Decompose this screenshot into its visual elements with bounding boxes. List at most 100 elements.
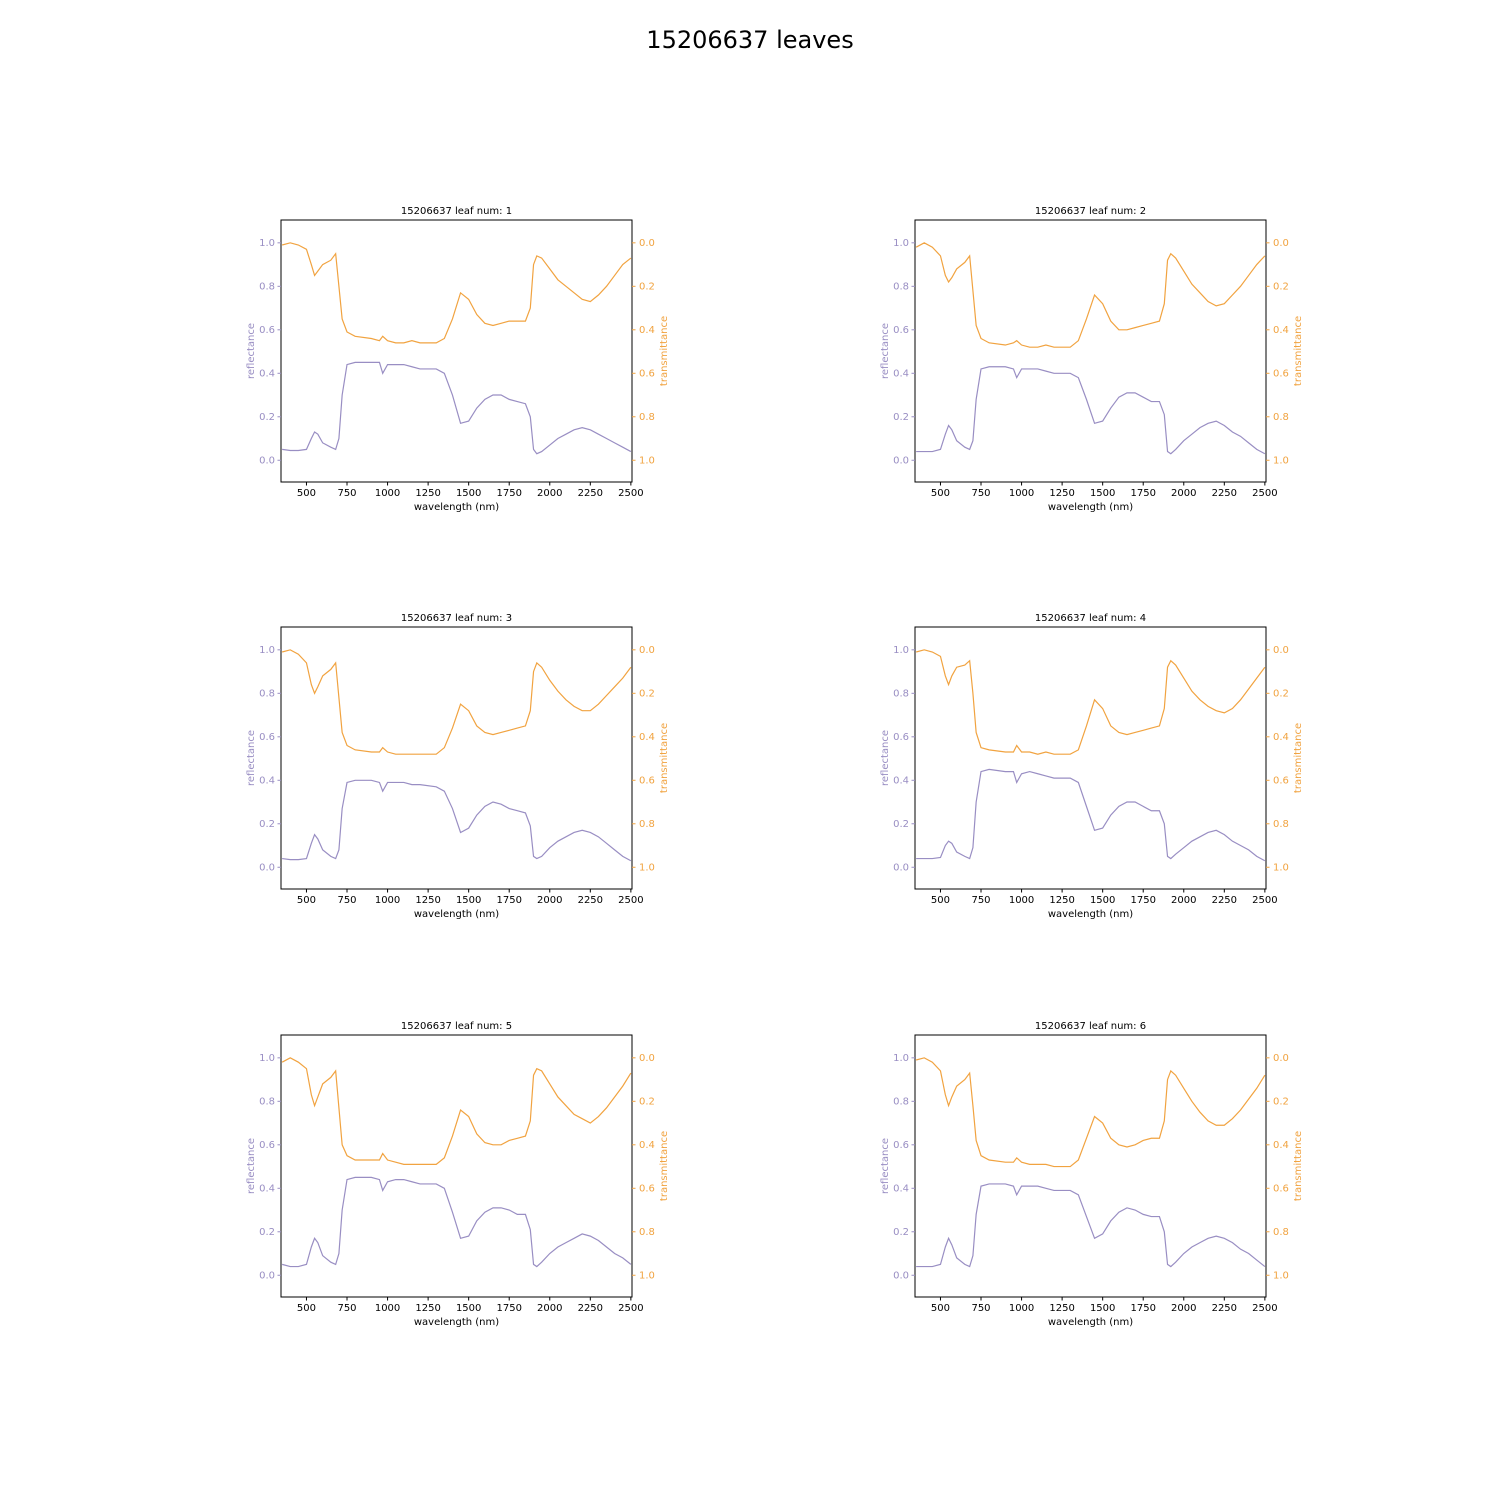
x-tick-label: 1500 xyxy=(1090,488,1115,499)
y2-tick-label: 0.8 xyxy=(639,412,655,423)
data-line xyxy=(281,242,632,344)
x-tick-label: 2000 xyxy=(1171,895,1196,906)
y2-tick-label: 0.6 xyxy=(1273,368,1289,379)
x-tick-label: 1750 xyxy=(1130,1303,1155,1314)
y2-tick-label: 0.8 xyxy=(1273,412,1289,423)
x-tick-label: 1750 xyxy=(1130,488,1155,499)
data-line xyxy=(281,649,632,755)
axes-frame xyxy=(914,626,1267,890)
x-tick-label: 2250 xyxy=(1212,895,1237,906)
axes-frame xyxy=(280,219,633,483)
y2-tick-label: 0.6 xyxy=(639,775,655,786)
y2-tick-label: 1.0 xyxy=(1273,455,1289,466)
x-tick-label: 1500 xyxy=(456,1303,481,1314)
x-tick-label: 1000 xyxy=(1009,1303,1034,1314)
y2-tick-label: 0.8 xyxy=(639,819,655,830)
y2-tick-label: 0.6 xyxy=(639,1183,655,1194)
y-tick-label: 0.6 xyxy=(893,732,909,743)
x-tick-label: 1000 xyxy=(1009,895,1034,906)
y2-tick-label: 0.6 xyxy=(1273,1183,1289,1194)
y2-tick-label: 0.2 xyxy=(1273,1096,1289,1107)
y2-axis-label: transmittance xyxy=(1293,1131,1304,1201)
x-tick-label: 1250 xyxy=(415,488,440,499)
y2-tick-label: 0.4 xyxy=(1273,1140,1289,1151)
y2-tick-label: 1.0 xyxy=(1273,1270,1289,1281)
x-tick-label: 1750 xyxy=(1130,895,1155,906)
y2-tick-label: 0.0 xyxy=(1273,238,1289,249)
x-tick-label: 2250 xyxy=(578,488,603,499)
x-tick-label: 2000 xyxy=(537,488,562,499)
subplot-title: 15206637 leaf num: 4 xyxy=(1035,613,1146,624)
x-tick-label: 1500 xyxy=(456,895,481,906)
figure-title: 15206637 leaves xyxy=(646,26,853,54)
subplot: 15206637 leaf num: 6 500 750 1000 1250 1500 17… xyxy=(880,1021,1304,1328)
y2-tick-label: 0.0 xyxy=(639,645,655,656)
y2-tick-label: 0.2 xyxy=(639,281,655,292)
x-tick-label: 750 xyxy=(337,895,356,906)
x-tick-label: 2000 xyxy=(1171,1303,1196,1314)
y-tick-label: 1.0 xyxy=(893,645,909,656)
y-tick-label: 0.4 xyxy=(893,1183,909,1194)
y-axis-label: reflectance xyxy=(246,323,257,379)
y-tick-label: 0.2 xyxy=(259,412,275,423)
y2-axis-label: transmittance xyxy=(1293,316,1304,386)
x-tick-label: 750 xyxy=(971,1303,990,1314)
x-tick-label: 1500 xyxy=(1090,895,1115,906)
y2-tick-label: 0.2 xyxy=(1273,688,1289,699)
x-axis-label: wavelength (nm) xyxy=(1048,909,1133,920)
y-tick-label: 0.4 xyxy=(259,368,275,379)
x-tick-label: 1750 xyxy=(496,895,521,906)
x-tick-label: 750 xyxy=(971,895,990,906)
data-line xyxy=(281,1057,632,1165)
x-tick-label: 750 xyxy=(971,488,990,499)
plot-area xyxy=(281,1057,632,1268)
y-tick-label: 0.4 xyxy=(893,775,909,786)
data-line xyxy=(915,1057,1266,1168)
y2-tick-label: 0.8 xyxy=(639,1227,655,1238)
axes-frame xyxy=(914,1034,1267,1298)
y-tick-label: 0.8 xyxy=(259,688,275,699)
subplot-title: 15206637 leaf num: 5 xyxy=(401,1021,512,1032)
subplot-title: 15206637 leaf num: 1 xyxy=(401,206,512,217)
y-tick-label: 0.2 xyxy=(259,1227,275,1238)
y-tick-label: 0.4 xyxy=(259,1183,275,1194)
y-tick-label: 0.4 xyxy=(893,368,909,379)
y-tick-label: 0.6 xyxy=(259,325,275,336)
x-tick-label: 2000 xyxy=(537,895,562,906)
y2-tick-label: 1.0 xyxy=(639,1270,655,1281)
x-tick-label: 750 xyxy=(337,1303,356,1314)
y-tick-label: 1.0 xyxy=(893,238,909,249)
x-tick-label: 1000 xyxy=(1009,488,1034,499)
x-axis-label: wavelength (nm) xyxy=(414,909,499,920)
x-tick-label: 1000 xyxy=(375,488,400,499)
y-tick-label: 0.0 xyxy=(259,1270,275,1281)
x-tick-label: 2500 xyxy=(1252,895,1277,906)
plot-area xyxy=(915,1057,1266,1268)
x-tick-label: 2500 xyxy=(1252,488,1277,499)
y2-axis-label: transmittance xyxy=(659,1131,670,1201)
y2-tick-label: 0.4 xyxy=(1273,325,1289,336)
x-tick-label: 1750 xyxy=(496,488,521,499)
x-tick-label: 1250 xyxy=(1049,1303,1074,1314)
plot-area xyxy=(915,242,1266,455)
x-tick-label: 1000 xyxy=(375,895,400,906)
y2-axis-label: transmittance xyxy=(659,723,670,793)
y-tick-label: 0.2 xyxy=(893,819,909,830)
subplot-title: 15206637 leaf num: 6 xyxy=(1035,1021,1146,1032)
axes-frame xyxy=(280,1034,633,1298)
y-tick-label: 0.0 xyxy=(893,862,909,873)
y-tick-label: 1.0 xyxy=(259,238,275,249)
data-line xyxy=(916,1183,1266,1268)
x-tick-label: 1750 xyxy=(496,1303,521,1314)
data-line xyxy=(915,242,1266,348)
y-tick-label: 0.2 xyxy=(893,1227,909,1238)
x-tick-label: 2500 xyxy=(1252,1303,1277,1314)
axes-frame xyxy=(914,219,1267,483)
data-line xyxy=(916,366,1266,455)
x-tick-label: 500 xyxy=(297,488,316,499)
subplot: 15206637 leaf num: 3 500 750 1000 1250 1500 17… xyxy=(246,613,670,920)
subplot: 15206637 leaf num: 2 500 750 1000 1250 1500 17… xyxy=(880,206,1304,513)
x-tick-label: 2250 xyxy=(578,1303,603,1314)
plot-area xyxy=(915,649,1266,862)
